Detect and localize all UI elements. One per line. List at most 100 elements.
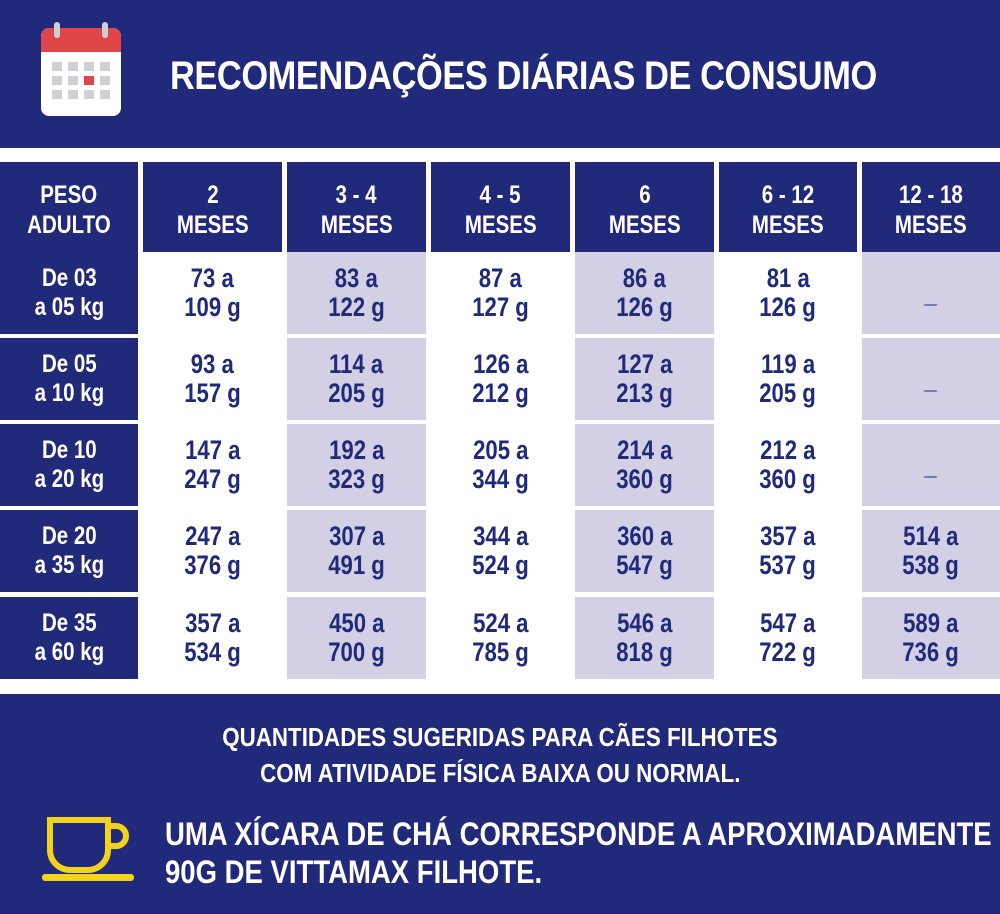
footer: QUANTIDADES SUGERIDAS PARA CÃES FILHOTES…: [0, 694, 1000, 914]
table-cell-line: 83 a: [334, 263, 379, 293]
row-label-line: De 35: [41, 609, 97, 637]
table-cell-line: 205 g: [328, 378, 385, 408]
column-header-line: 6 - 12: [761, 180, 815, 209]
page-title: RECOMENDAÇÕES DIÁRIAS DE CONSUMO: [170, 54, 877, 98]
table-cell-line: 700 g: [328, 637, 385, 667]
column-header: 6 MESES: [575, 162, 714, 257]
row-label: De 03 a 05 kg: [0, 252, 138, 334]
row-label-line: a 35 kg: [34, 551, 104, 579]
column-header-line: 4 - 5: [479, 180, 522, 209]
table-cell-line: 87 a: [478, 263, 523, 293]
table-cell-line: 157 g: [184, 378, 241, 408]
column-header-line: MESES: [895, 210, 967, 239]
table-cell: 114 a 205 g: [287, 338, 426, 420]
table-cell-line: 213 g: [616, 378, 673, 408]
table-cell-line: 192 a: [328, 435, 385, 465]
table-cell-line: 534 g: [184, 637, 241, 667]
table-cell-line: 491 g: [328, 550, 385, 580]
table-cell: 214 a 360 g: [575, 424, 714, 506]
table-cell-line: 360 a: [616, 521, 673, 551]
table-cell-line: 86 a: [622, 263, 667, 293]
table-cell-line: 547 a: [760, 608, 816, 638]
table-cell-line: 818 g: [616, 637, 673, 667]
calendar-icon: [41, 22, 121, 116]
table-cell-line: 722 g: [759, 637, 817, 667]
table-cell-line: 73 a: [190, 263, 235, 293]
column-header-line: MESES: [752, 210, 824, 239]
tea-cup-icon: [42, 817, 134, 881]
table-cell: 86 a 126 g: [575, 252, 714, 334]
table-cell: 514 a 538 g: [862, 510, 1000, 592]
cup-line-1: UMA XÍCARA DE CHÁ CORRESPONDE A APROXIMA…: [165, 816, 992, 852]
table-cell: 93 a 157 g: [143, 338, 282, 420]
table-cell: 450 a 700 g: [287, 597, 426, 679]
column-header-line: 3 - 4: [335, 180, 378, 209]
row-label-line: De 03: [41, 264, 97, 292]
table-cell: 212 a 360 g: [719, 424, 857, 506]
row-label-line: a 05 kg: [34, 293, 104, 321]
corner-header: PESO ADULTO: [0, 162, 138, 257]
cup-line-2: 90G DE VITTAMAX FILHOTE.: [165, 854, 543, 890]
table-cell-line: 524 g: [472, 550, 529, 580]
table-cell-line: 214 a: [616, 435, 673, 465]
column-header: 12 - 18 MESES: [862, 162, 1000, 257]
row-label-line: a 60 kg: [34, 638, 104, 666]
table-cell-line: 524 a: [472, 608, 529, 638]
table-cell-line: 344 a: [472, 521, 529, 551]
column-header: 3 - 4 MESES: [287, 162, 426, 257]
table-cell-line: 119 a: [760, 349, 816, 379]
table-cell-line: 307 a: [328, 521, 385, 551]
table-cell: 119 a 205 g: [719, 338, 857, 420]
note-line-2: COM ATIVIDADE FÍSICA BAIXA OU NORMAL.: [259, 758, 741, 788]
table-cell-line: 127 g: [472, 292, 529, 322]
table-cell-line: 360 g: [616, 464, 673, 494]
column-header-line: 12 - 18: [899, 180, 963, 209]
row-label-line: De 10: [41, 436, 97, 464]
table-cell: 360 a 547 g: [575, 510, 714, 592]
table-cell: 589 a 736 g: [862, 597, 1000, 679]
table-cell-line: 212 g: [472, 378, 529, 408]
table-cell: _: [862, 252, 1000, 334]
table-cell: 126 a 212 g: [431, 338, 570, 420]
table-cell: 344 a 524 g: [431, 510, 570, 592]
table-cell-line: 360 g: [759, 464, 817, 494]
table-cell-line: _: [924, 363, 938, 394]
table-cell: 546 a 818 g: [575, 597, 714, 679]
table-cell: 83 a 122 g: [287, 252, 426, 334]
table-cell-line: 212 a: [760, 435, 816, 465]
table-cell: 147 a 247 g: [143, 424, 282, 506]
row-label-line: a 20 kg: [34, 465, 104, 493]
table-cell-line: _: [924, 449, 938, 480]
table-cell-line: 81 a: [766, 263, 810, 293]
table-cell-line: 323 g: [328, 464, 385, 494]
table-cell-line: 357 a: [184, 608, 241, 638]
table-cell-line: 109 g: [184, 292, 241, 322]
consumption-table: PESO ADULTO 2 MESES 3 - 4 MESES 4 - 5 MESES 6 MES…: [0, 148, 1000, 694]
table-cell-line: 376 g: [184, 550, 241, 580]
table-cell-line: 546 a: [616, 608, 673, 638]
corner-header-line: PESO: [40, 180, 98, 209]
table-cell: _: [862, 424, 1000, 506]
table-cell-line: 344 g: [472, 464, 529, 494]
table-cell-line: 547 g: [616, 550, 673, 580]
table-cell: 357 a 534 g: [143, 597, 282, 679]
table-cell: 73 a 109 g: [143, 252, 282, 334]
table-cell-line: 205 g: [759, 378, 817, 408]
table-cell: 192 a 323 g: [287, 424, 426, 506]
table-cell-line: 205 a: [472, 435, 529, 465]
table-cell-line: 114 a: [329, 349, 384, 379]
note-line-1: QUANTIDADES SUGERIDAS PARA CÃES FILHOTES: [222, 722, 778, 752]
column-header-line: MESES: [320, 210, 393, 239]
table-cell: 205 a 344 g: [431, 424, 570, 506]
table-cell-line: 785 g: [472, 637, 529, 667]
column-header-line: MESES: [464, 210, 537, 239]
table-cell-line: 736 g: [902, 637, 960, 667]
table-cell: 357 a 537 g: [719, 510, 857, 592]
row-label: De 05 a 10 kg: [0, 338, 138, 420]
table-cell-line: 514 a: [903, 521, 959, 551]
column-header-line: MESES: [176, 210, 249, 239]
table-cell: _: [862, 338, 1000, 420]
table-cell-line: 147 a: [184, 435, 241, 465]
table-cell: 524 a 785 g: [431, 597, 570, 679]
table-cell: 547 a 722 g: [719, 597, 857, 679]
